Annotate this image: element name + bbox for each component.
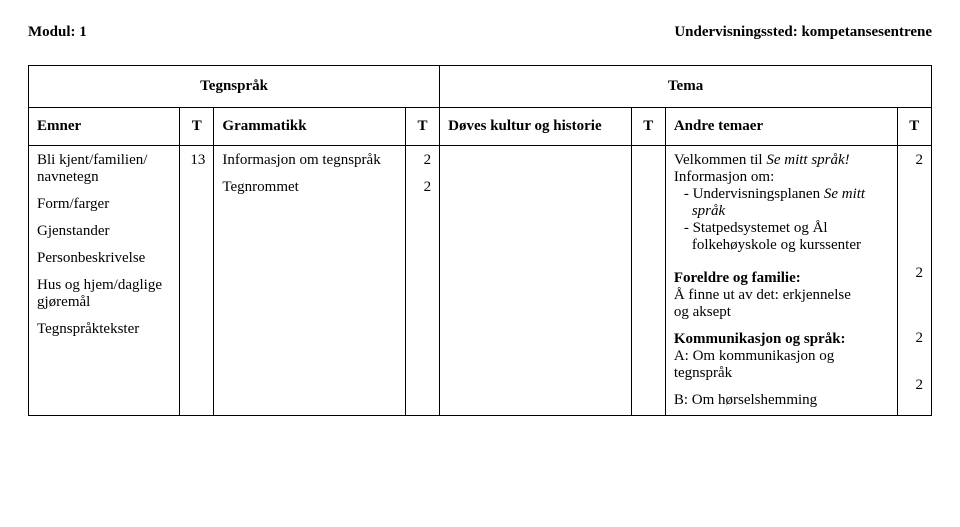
- emner-line: Personbeskrivelse: [37, 250, 171, 267]
- emner-cell: Bli kjent/familien/ navnetegn Form/farge…: [29, 146, 180, 416]
- foreldre-2: og aksept: [674, 304, 889, 321]
- col-andre: Andre temaer: [665, 108, 897, 146]
- gram-t1: 2: [414, 152, 431, 169]
- col-grammatikk: Grammatikk: [214, 108, 405, 146]
- komm-1: A: Om kommunikasjon og: [674, 348, 889, 365]
- welcome-prefix: Velkommen til: [674, 152, 767, 168]
- doves-cell: [440, 146, 631, 416]
- grammatikk-cell: Informasjon om tegnspråk Tegnrommet: [214, 146, 405, 416]
- andre-welcome: Velkommen til Se mitt språk!: [674, 152, 889, 169]
- col-t4: T: [897, 108, 931, 146]
- main-table: Tegnspråk Tema Emner T Grammatikk T Døve…: [28, 65, 932, 416]
- module-title: Modul: 1: [28, 24, 87, 41]
- andre-cell: Velkommen til Se mitt språk! Informasjon…: [665, 146, 897, 416]
- andre-bullets: - Undervisningsplanen Se mitt språk - St…: [674, 186, 889, 254]
- welcome-italic: Se mitt språk!: [766, 152, 849, 168]
- t-welcome: 2: [906, 152, 923, 169]
- title-tegnsprak: Tegnspråk: [29, 66, 440, 108]
- b1a: - Undervisningsplanen: [684, 186, 824, 202]
- grammatikk-t: 2 2: [405, 146, 439, 416]
- bullet-1: - Undervisningsplanen Se mitt språk: [684, 186, 889, 220]
- emner-line: Hus og hjem/daglige: [37, 277, 171, 294]
- t-komm: 2: [906, 330, 923, 347]
- t-foreldre: 2: [906, 265, 923, 282]
- page-header: Modul: 1 Undervisningssted: kompetansese…: [28, 24, 932, 41]
- location-title: Undervisningssted: kompetansesentrene: [674, 24, 932, 41]
- col-doves: Døves kultur og historie: [440, 108, 631, 146]
- bullet-2a: - Statpedsystemet og Ål: [684, 220, 889, 237]
- title-tema: Tema: [440, 66, 932, 108]
- gram-line: Informasjon om tegnspråk: [222, 152, 396, 169]
- bullet-2b: folkehøyskole og kurssenter: [684, 237, 889, 254]
- subhead-row: Emner T Grammatikk T Døves kultur og his…: [29, 108, 932, 146]
- horsel: B: Om hørselshemming: [674, 392, 889, 409]
- col-t1: T: [180, 108, 214, 146]
- gram-line: Tegnrommet: [222, 179, 396, 196]
- emner-line: Gjenstander: [37, 223, 171, 240]
- emner-line: gjøremål: [37, 294, 171, 311]
- foreldre-1: Å finne ut av det: erkjennelse: [674, 287, 889, 304]
- col-emner: Emner: [29, 108, 180, 146]
- gram-t2: 2: [414, 179, 431, 196]
- komm-label: Kommunikasjon og språk:: [674, 331, 889, 348]
- emner-line: Tegnspråktekster: [37, 321, 171, 338]
- andre-info-label: Informasjon om:: [674, 169, 889, 186]
- emner-t: 13: [180, 146, 214, 416]
- t-horsel: 2: [906, 377, 923, 394]
- col-t3: T: [631, 108, 665, 146]
- doves-t: [631, 146, 665, 416]
- emner-line: Bli kjent/familien/: [37, 152, 171, 169]
- content-row: Bli kjent/familien/ navnetegn Form/farge…: [29, 146, 932, 416]
- komm-2: tegnspråk: [674, 365, 889, 382]
- foreldre-label: Foreldre og familie:: [674, 270, 889, 287]
- andre-t: 2 2 2 2: [897, 146, 931, 416]
- emner-line: Form/farger: [37, 196, 171, 213]
- col-t2: T: [405, 108, 439, 146]
- title-row: Tegnspråk Tema: [29, 66, 932, 108]
- emner-line: navnetegn: [37, 169, 171, 186]
